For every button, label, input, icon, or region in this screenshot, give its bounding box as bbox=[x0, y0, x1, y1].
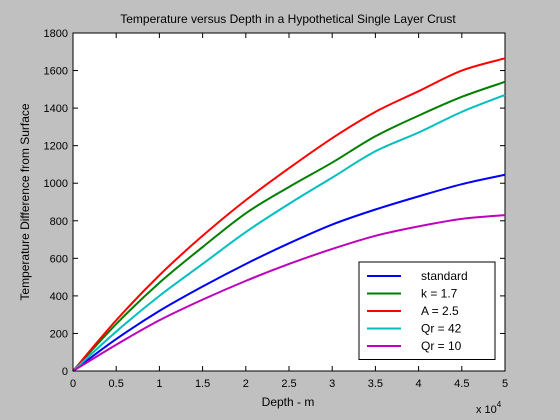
y-axis-label: Temperature Difference from Surface bbox=[18, 103, 32, 301]
x-axis-label: Depth - m bbox=[262, 395, 315, 409]
y-tick-label: 200 bbox=[50, 328, 68, 340]
x-tick-label: 2 bbox=[243, 378, 249, 390]
y-tick-label: 1000 bbox=[44, 178, 68, 190]
legend-entry: Qr = 10 bbox=[421, 339, 462, 353]
x-tick-label: 1.5 bbox=[195, 378, 210, 390]
legend-items: standard k = 1.7 A = 2.5 Qr = 42 Qr = 10 bbox=[367, 269, 468, 353]
series-line-2 bbox=[72, 80, 506, 372]
x-exponent-base: x 10 bbox=[476, 404, 497, 416]
legend-entry: standard bbox=[421, 269, 468, 283]
series-line-1 bbox=[72, 173, 506, 372]
y-tick-label: 400 bbox=[50, 291, 68, 303]
series-line-5 bbox=[72, 214, 506, 372]
legend-entry: Qr = 42 bbox=[421, 322, 462, 336]
y-tick-label: 1800 bbox=[44, 28, 68, 40]
legend: standard k = 1.7 A = 2.5 Qr = 42 Qr = 10 bbox=[358, 261, 496, 360]
y-tick-label: 1400 bbox=[44, 103, 68, 115]
x-tick-label: 3 bbox=[329, 378, 335, 390]
x-tick-label: 0 bbox=[70, 378, 76, 390]
x-tick-label: 2.5 bbox=[281, 378, 296, 390]
series-line-4 bbox=[72, 94, 506, 372]
chart-title: Temperature versus Depth in a Hypothetic… bbox=[120, 12, 456, 26]
y-tick-label: 1200 bbox=[44, 141, 68, 153]
x-axis-exponent: x 104 bbox=[476, 400, 502, 416]
series-line-3 bbox=[72, 57, 506, 372]
y-tick-label: 800 bbox=[50, 216, 68, 228]
y-tick-label: 600 bbox=[50, 253, 68, 265]
ticks-layer: 0 0.5 1 1.5 2 2.5 3 3.5 4 4.5 5 0 200 400 600 800 1000 12… bbox=[44, 28, 509, 390]
y-tick-label: 0 bbox=[62, 366, 68, 378]
x-tick-label: 4.5 bbox=[454, 378, 469, 390]
series-layer bbox=[72, 57, 506, 372]
legend-entry: A = 2.5 bbox=[421, 304, 459, 318]
x-tick-label: 1 bbox=[156, 378, 162, 390]
legend-entry: k = 1.7 bbox=[421, 287, 458, 301]
x-tick-label: 5 bbox=[502, 378, 508, 390]
x-tick-label: 0.5 bbox=[109, 378, 124, 390]
x-exponent-power: 4 bbox=[497, 400, 502, 409]
y-tick-label: 1600 bbox=[44, 66, 68, 78]
x-tick-label: 3.5 bbox=[368, 378, 383, 390]
x-tick-label: 4 bbox=[416, 378, 422, 390]
